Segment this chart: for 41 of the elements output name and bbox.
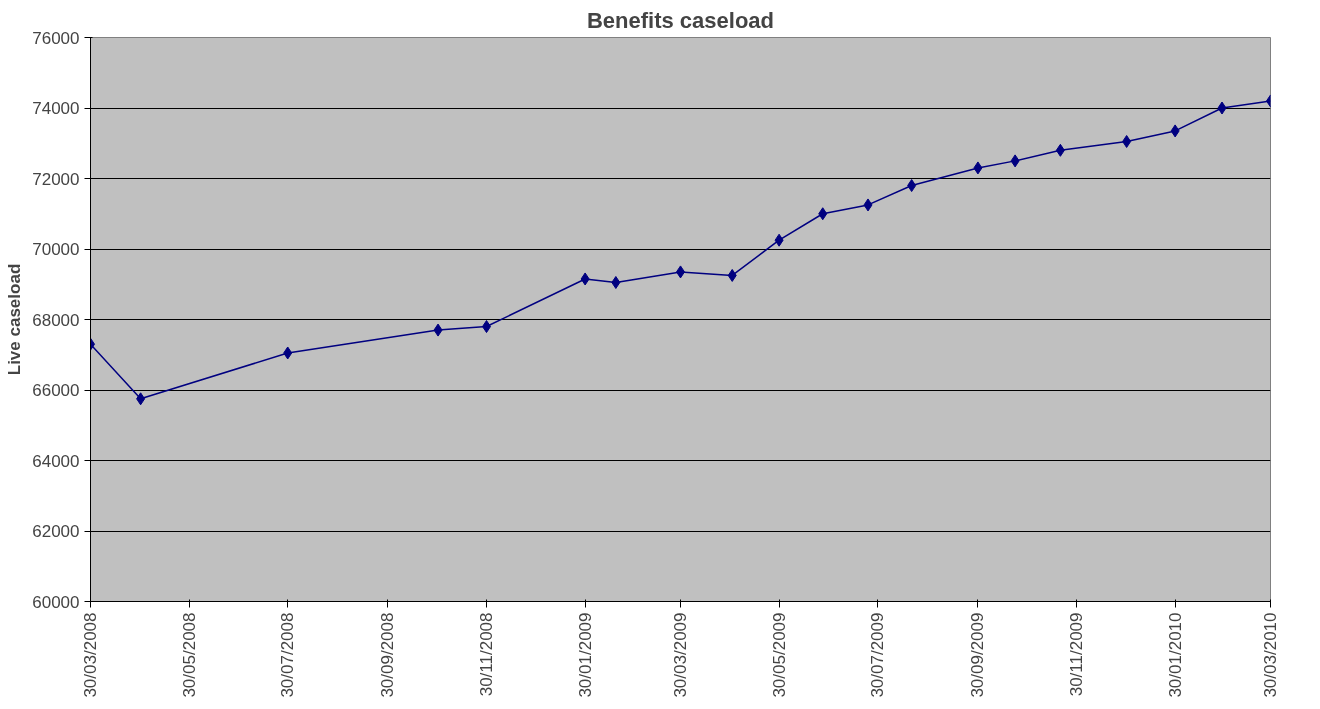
x-tick-label: 30/07/2008 — [278, 612, 298, 698]
x-tick-label: 30/09/2008 — [378, 612, 398, 698]
y-tick-label: 62000 — [32, 522, 80, 541]
point — [1170, 124, 1180, 138]
x-tick-label: 30/11/2008 — [477, 612, 497, 697]
y-tick-label: 74000 — [32, 99, 80, 118]
x-tick-label: 30/05/2009 — [769, 612, 789, 698]
point — [973, 161, 983, 175]
x-tick-label: 30/03/2008 — [81, 612, 100, 698]
x-tick-label: 30/11/2009 — [1067, 612, 1087, 697]
point — [136, 392, 146, 406]
point — [580, 272, 590, 286]
point — [611, 275, 621, 289]
y-tick-label: 68000 — [32, 310, 80, 330]
point — [482, 320, 492, 334]
y-tick-label: 72000 — [32, 169, 80, 189]
y-tick-label: 64000 — [32, 451, 80, 471]
x-tick-label: 30/07/2009 — [868, 612, 888, 698]
x-tick-label: 30/03/2009 — [671, 612, 690, 698]
point — [727, 268, 737, 282]
point — [907, 179, 917, 193]
x-tick-label: 30/01/2010 — [1165, 612, 1185, 698]
chart-title: Benefits caseload — [586, 7, 775, 33]
y-tick-label: 70000 — [32, 240, 80, 259]
y-tick-label: 60000 — [32, 592, 80, 612]
x-tick-label: 30/01/2009 — [575, 612, 595, 698]
x-tick-label: 30/03/2010 — [1261, 612, 1280, 698]
point — [1010, 154, 1020, 168]
x-tick-label: 30/09/2009 — [968, 612, 988, 698]
point — [1055, 143, 1065, 157]
point — [283, 346, 293, 360]
y-tick-label: 66000 — [32, 381, 80, 400]
point — [433, 323, 443, 337]
point — [1217, 101, 1227, 115]
point — [1122, 134, 1132, 148]
y-tick-label: 76000 — [32, 28, 80, 48]
point — [818, 207, 828, 221]
x-tick-label: 30/05/2008 — [179, 612, 199, 698]
y-axis-title: Live caseload — [5, 263, 25, 376]
point — [863, 198, 873, 212]
point — [774, 233, 784, 247]
